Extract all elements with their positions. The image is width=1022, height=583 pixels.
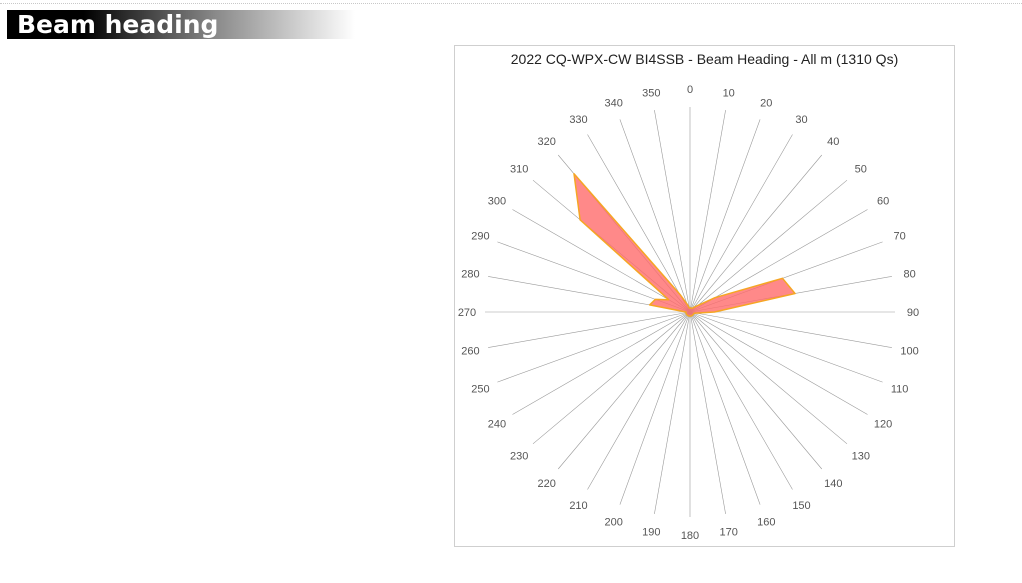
- spoke-170: [689, 311, 726, 514]
- spoke-340: [619, 119, 691, 313]
- tick-label-100: 100: [900, 346, 918, 358]
- section-title: Beam heading: [17, 10, 219, 39]
- spoke-210: [587, 311, 691, 490]
- tick-label-240: 240: [488, 419, 506, 431]
- tick-label-350: 350: [642, 87, 660, 99]
- tick-label-60: 60: [877, 196, 889, 208]
- tick-label-320: 320: [538, 136, 556, 148]
- spoke-190: [654, 311, 691, 514]
- spoke-10: [689, 110, 726, 313]
- series-area: [573, 173, 796, 317]
- tick-label-0: 0: [687, 84, 693, 96]
- spokes: [485, 107, 895, 517]
- polar-chart-svg: 0 10 20 30 40 50 60 70 80 90 100 110 120 130 140 150 160…: [458, 84, 919, 542]
- spoke-230: [532, 311, 691, 445]
- tick-label-40: 40: [827, 136, 839, 148]
- tick-label-200: 200: [605, 517, 623, 529]
- tick-label-80: 80: [903, 268, 915, 280]
- spoke-60: [689, 209, 868, 313]
- section-header: Beam heading: [7, 10, 355, 39]
- beam-heading-chart: 2022 CQ-WPX-CW BI4SSB - Beam Heading - A…: [454, 45, 955, 547]
- tick-labels: 0 10 20 30 40 50 60 70 80 90 100 110 120 130 140 150 160…: [458, 84, 919, 542]
- tick-label-70: 70: [893, 231, 905, 243]
- tick-label-180: 180: [681, 530, 699, 542]
- tick-label-10: 10: [723, 87, 735, 99]
- tick-label-220: 220: [538, 478, 556, 490]
- spoke-120: [689, 311, 868, 415]
- tick-label-340: 340: [605, 97, 623, 109]
- tick-label-230: 230: [510, 450, 528, 462]
- spoke-20: [689, 119, 761, 313]
- tick-label-50: 50: [855, 164, 867, 176]
- spoke-330: [587, 134, 691, 313]
- spoke-30: [689, 134, 793, 313]
- spoke-260: [488, 311, 691, 348]
- tick-label-270: 270: [458, 307, 476, 319]
- tick-label-210: 210: [569, 500, 587, 512]
- tick-label-300: 300: [488, 196, 506, 208]
- tick-label-190: 190: [642, 527, 660, 539]
- spoke-250: [497, 311, 691, 383]
- tick-label-20: 20: [760, 97, 772, 109]
- tick-label-260: 260: [461, 346, 479, 358]
- spoke-150: [689, 311, 793, 490]
- tick-label-250: 250: [471, 383, 489, 395]
- tick-label-120: 120: [874, 419, 892, 431]
- spoke-130: [689, 311, 848, 445]
- spoke-220: [557, 311, 691, 470]
- spoke-160: [689, 311, 761, 505]
- series-0-area: [573, 173, 796, 317]
- spoke-40: [689, 154, 823, 313]
- tick-label-290: 290: [471, 231, 489, 243]
- tick-label-90: 90: [907, 307, 919, 319]
- spoke-110: [689, 311, 883, 383]
- tick-label-130: 130: [852, 450, 870, 462]
- tick-label-160: 160: [757, 517, 775, 529]
- spoke-50: [689, 179, 848, 313]
- tick-label-330: 330: [569, 114, 587, 126]
- tick-label-310: 310: [510, 164, 528, 176]
- spoke-350: [654, 110, 691, 313]
- tick-label-30: 30: [795, 114, 807, 126]
- spoke-240: [512, 311, 691, 415]
- tick-label-110: 110: [891, 383, 909, 395]
- tick-label-150: 150: [792, 500, 810, 512]
- tick-label-170: 170: [720, 527, 738, 539]
- top-divider: [0, 3, 1022, 4]
- spoke-300: [512, 209, 691, 313]
- spoke-100: [689, 311, 892, 348]
- spoke-200: [619, 311, 691, 505]
- tick-label-280: 280: [461, 268, 479, 280]
- tick-label-140: 140: [824, 478, 842, 490]
- chart-title: 2022 CQ-WPX-CW BI4SSB - Beam Heading - A…: [510, 51, 899, 67]
- spoke-140: [689, 311, 823, 470]
